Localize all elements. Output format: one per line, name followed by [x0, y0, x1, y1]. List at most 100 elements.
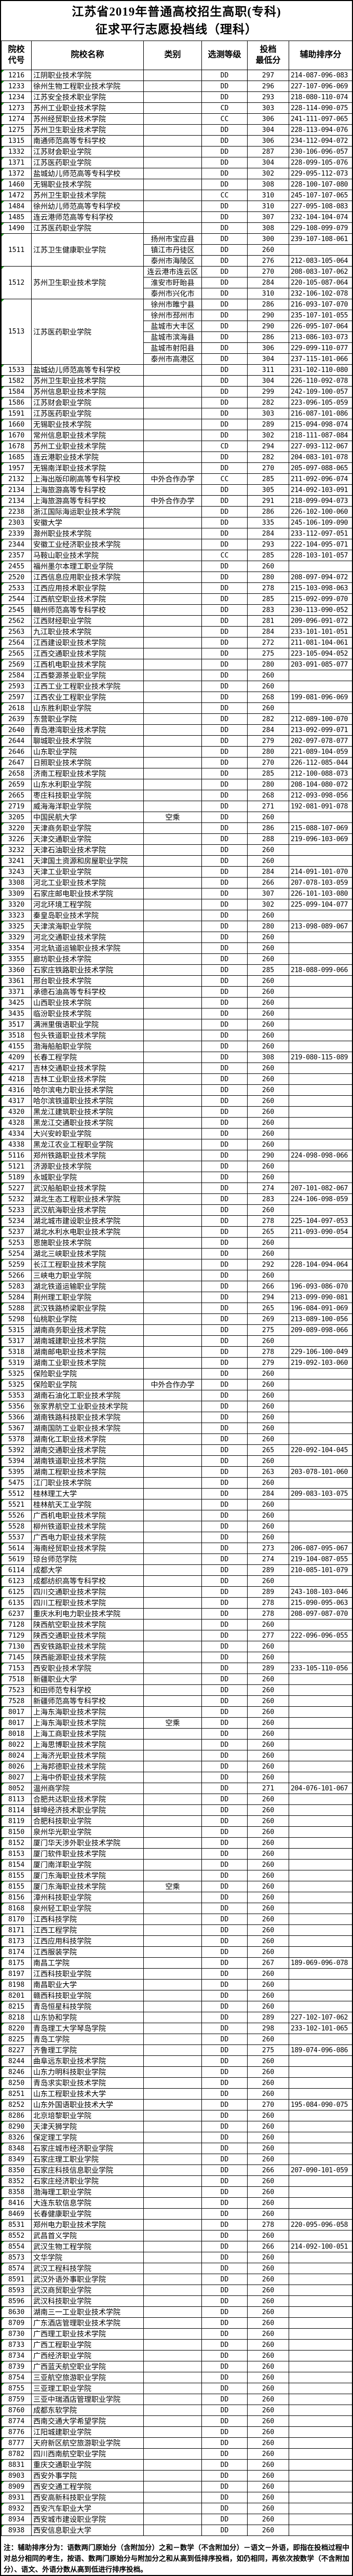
min-score-cell: 260 [247, 2492, 289, 2503]
category-cell [143, 70, 202, 81]
college-code-cell: 5325 [1, 1368, 32, 1379]
college-code-cell: 2357 [1, 550, 32, 561]
aux-score-cell: 227-093-112-067 [289, 441, 352, 452]
college-name-cell: 福州墨尔本理工职业学院 [31, 561, 144, 572]
table-row: 2533 江西应用技术职业学院 DD 278 215-103-098-063 [1, 582, 352, 594]
college-name-cell: 上海东海职业技术学院 [31, 1706, 144, 1718]
aux-score-cell [289, 1106, 352, 1118]
aux-score-cell [289, 1772, 352, 1783]
aux-score-cell [289, 702, 352, 714]
aux-score-cell [289, 2350, 352, 2361]
college-code-cell: 5319 [1, 1357, 32, 1369]
level-cell: DD [201, 1804, 248, 1816]
college-code-cell: 5366 [1, 1412, 32, 1423]
college-name-cell: 济源职业技术学院 [31, 1161, 144, 1172]
level-cell: DD [201, 1226, 248, 1238]
table-row: 5232 湖北生态工程职业技术学院 DD 283 224-106-098-059 [1, 1193, 352, 1205]
college-code-cell: 8733 [1, 2339, 32, 2351]
min-score-cell: 260 [247, 2372, 289, 2383]
level-cell: CD [201, 102, 248, 114]
category-cell [143, 430, 202, 441]
level-cell: DD [201, 1466, 248, 1478]
min-score-cell: 260 [247, 2514, 289, 2525]
college-code-cell: 8155 [1, 1881, 32, 1892]
category-cell [143, 2044, 202, 2056]
college-name-cell: 徐州幼儿师范高等专科学校 [31, 201, 144, 212]
min-score-cell: 268 [247, 692, 289, 703]
category-cell [143, 2186, 202, 2198]
college-code-cell: 5395 [1, 1466, 32, 1478]
category-cell [143, 1183, 202, 1194]
category-cell [143, 1521, 202, 1532]
category-cell [143, 1510, 202, 1521]
level-cell: DD [201, 1019, 248, 1030]
min-score-cell: 310 [247, 288, 289, 299]
college-code-cell: 2639 [1, 713, 32, 725]
college-code-cell: 3425 [1, 997, 32, 1008]
college-code-cell: 5266 [1, 1270, 32, 1281]
min-score-cell: 260 [247, 1794, 289, 1805]
level-cell: DD [201, 2241, 248, 2252]
min-score-cell: 260 [247, 2448, 289, 2460]
level-cell: DD [201, 484, 248, 496]
college-code-cell: 8173 [1, 1935, 32, 1947]
table-row: 3325 天津滨海职业学院 DD 280 213-098-089-067 [1, 921, 352, 932]
level-cell: DD [201, 1837, 248, 1849]
min-score-cell: 260 [247, 1706, 289, 1718]
aux-score-cell [289, 1750, 352, 1761]
level-cell: DD [201, 353, 248, 365]
aux-score-cell [289, 2066, 352, 2078]
level-cell: DD [201, 397, 248, 408]
table-row: 4209 长春工程学院 DD 308 219-080-115-089 [1, 1052, 352, 1063]
category-cell [143, 1684, 202, 1696]
college-name-cell: 湖南工业职业技术学院 [31, 1357, 144, 1369]
aux-score-cell [289, 2339, 352, 2351]
college-name-cell: 江西科技学院 [31, 1914, 144, 1925]
table-row: 8171 江西工程学院 DD 260 [1, 1924, 352, 1936]
level-cell: DD [201, 2263, 248, 2274]
college-name-cell: 南昌工学院 [31, 1957, 144, 1969]
college-code-cell: 2584 [1, 670, 32, 681]
table-row: 3329 河北交通职业技术学院 DD 260 [1, 932, 352, 943]
college-name-cell: 重庆交通职业学院 [31, 2459, 144, 2471]
college-name-cell: 保定理工学院 [31, 2132, 144, 2143]
level-cell: DD [201, 1881, 248, 1892]
min-score-cell: 260 [247, 1172, 289, 1183]
college-name-cell: 成都东软学院 [31, 2405, 144, 2416]
level-cell: DD [201, 310, 248, 321]
aux-score-cell [289, 1401, 352, 1412]
min-score-cell: 278 [247, 1346, 289, 1358]
aux-score-cell: 226-110-092-078 [289, 375, 352, 387]
table-row: 8593 武汉商贸职业学院 DD 260 [1, 2285, 352, 2296]
level-cell: DD [201, 2132, 248, 2143]
college-name-cell: 江西服装学院 [31, 1946, 144, 1958]
college-name-cell: 厦门东海职业技术学院 [31, 1870, 144, 1881]
college-name-cell: 厦门软件职业技术学院 [31, 1848, 144, 1860]
level-cell: DD [201, 1128, 248, 1139]
min-score-cell: 285 [247, 964, 289, 976]
aux-score-cell [289, 2154, 352, 2165]
college-code-cell: 2564 [1, 637, 32, 648]
aux-score-cell: 245-106-109-090 [289, 517, 352, 528]
aux-score-cell [289, 2034, 352, 2045]
level-cell: DD [201, 1008, 248, 1019]
college-code-cell: 7153 [1, 1663, 32, 1674]
college-code-cell: 5325 [1, 1379, 32, 1390]
level-cell: DD [201, 1979, 248, 1990]
level-cell: DD [201, 1826, 248, 1838]
college-code-cell: 5619 [1, 1553, 32, 1565]
aux-score-cell: 219-104-087-055 [289, 1553, 352, 1565]
college-name-cell: 苏州工业职业技术学院 [31, 441, 144, 452]
aux-score-cell [289, 2186, 352, 2198]
level-cell: DD [201, 2121, 248, 2132]
min-score-cell: 260 [247, 670, 289, 681]
table-row: 5121 济源职业技术学院 DD 260 [1, 1161, 352, 1172]
college-code-cell: 8153 [1, 1848, 32, 1860]
level-cell: DD [201, 746, 248, 758]
college-name-cell: 武昌首义学院 [31, 2230, 144, 2241]
college-name-cell: 聊城职业技术学院 [31, 735, 144, 747]
table-row: 2564 江西建设职业技术学院 DD 272 211-081-104-061 [1, 637, 352, 648]
college-code-cell: 5234 [1, 1215, 32, 1227]
page-title: 江苏省2019年普通高校招生高职(专科) 征求平行志愿投档线（理科） [1, 1, 352, 41]
